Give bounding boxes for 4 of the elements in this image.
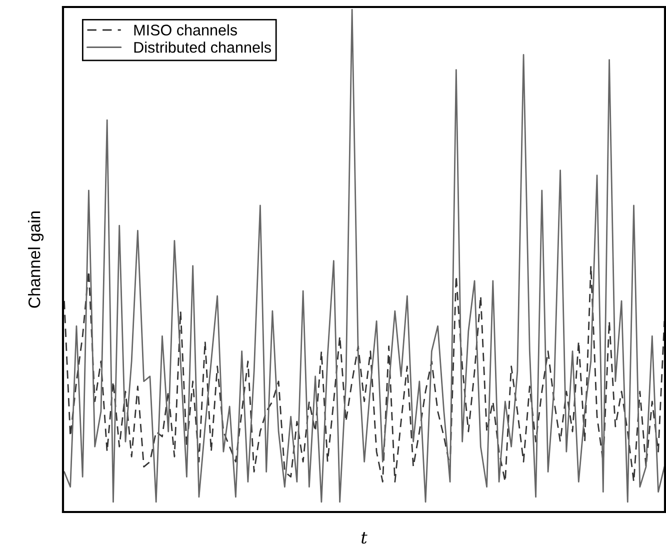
x-axis-title: t xyxy=(362,532,368,544)
legend-label: MISO channels xyxy=(134,24,237,36)
y-axis-title: Channel gain xyxy=(28,211,44,308)
legend-label: Distributed channels xyxy=(134,42,271,53)
